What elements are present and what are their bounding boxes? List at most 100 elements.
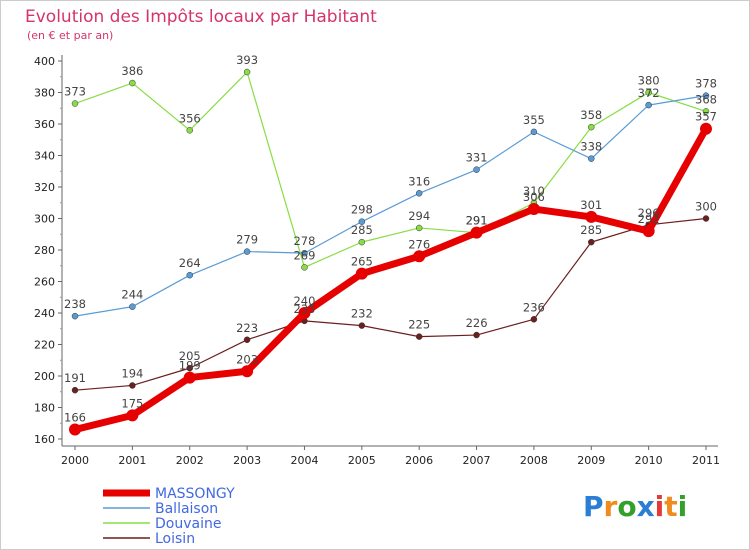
data-label-douvaine: 368 xyxy=(695,92,717,106)
data-label-ballaison: 331 xyxy=(466,151,488,165)
y-tick-label: 320 xyxy=(34,181,55,194)
data-label-douvaine: 310 xyxy=(523,184,545,198)
logo-letter: x xyxy=(637,490,655,523)
data-label-loisin: 236 xyxy=(523,300,545,314)
point-douvaine xyxy=(415,224,423,232)
data-label-massongy: 166 xyxy=(64,411,86,425)
data-label-ballaison: 298 xyxy=(351,203,373,217)
data-label-douvaine: 386 xyxy=(121,64,143,78)
data-labels-group: 191 194 205 223 235 232 225 226 236 285 296 300 373 3… xyxy=(64,53,717,425)
data-label-loisin: 300 xyxy=(695,200,717,214)
point-massongy xyxy=(126,409,139,422)
data-label-loisin: 285 xyxy=(580,223,602,237)
data-label-douvaine: 380 xyxy=(638,74,660,88)
x-tick-label: 2010 xyxy=(635,454,663,467)
point-massongy xyxy=(241,365,254,378)
y-tick-label: 260 xyxy=(34,276,55,289)
data-label-ballaison: 355 xyxy=(523,113,545,127)
data-label-ballaison: 372 xyxy=(638,86,660,100)
data-label-massongy: 292 xyxy=(638,212,660,226)
y-tick-label: 300 xyxy=(34,213,55,226)
data-label-loisin: 225 xyxy=(408,318,430,332)
data-label-loisin: 235 xyxy=(293,302,315,316)
legend-label-douvaine: Douvaine xyxy=(155,516,221,532)
logo-letter: P xyxy=(583,490,604,523)
point-loisin xyxy=(129,382,136,389)
point-douvaine xyxy=(186,127,193,134)
point-ballaison xyxy=(702,92,710,99)
data-label-massongy: 291 xyxy=(466,214,488,228)
chart-subtitle: (en € et par an) xyxy=(27,29,113,42)
data-label-loisin: 223 xyxy=(236,321,258,335)
y-tick-label: 220 xyxy=(34,339,55,352)
point-loisin xyxy=(588,238,595,246)
logo-letter: r xyxy=(604,490,618,523)
data-label-ballaison: 238 xyxy=(64,297,86,311)
point-douvaine xyxy=(588,123,595,131)
point-loisin xyxy=(358,322,366,329)
point-massongy xyxy=(413,250,426,263)
point-ballaison xyxy=(129,303,136,310)
point-massongy xyxy=(700,122,712,135)
data-label-loisin: 194 xyxy=(121,366,143,380)
x-tick-label: 2002 xyxy=(176,454,204,467)
point-ballaison xyxy=(530,128,538,136)
y-tick-label: 400 xyxy=(34,55,55,68)
logo-letter: i xyxy=(678,490,688,523)
data-label-ballaison: 264 xyxy=(179,256,201,270)
y-tick-label: 340 xyxy=(34,150,55,163)
point-ballaison xyxy=(186,271,193,279)
legend-label-massongy: MASSONGY xyxy=(155,486,235,502)
data-label-massongy: 175 xyxy=(121,396,143,410)
series-group xyxy=(69,68,712,436)
series-line-loisin xyxy=(74,217,707,391)
point-loisin xyxy=(186,364,193,372)
x-tick-label: 2006 xyxy=(405,454,433,467)
logo-letter: i xyxy=(655,490,665,523)
data-label-ballaison: 316 xyxy=(408,174,430,188)
point-ballaison xyxy=(645,101,652,109)
point-ballaison xyxy=(588,155,595,162)
point-massongy xyxy=(183,371,196,384)
data-label-douvaine: 294 xyxy=(408,209,430,223)
legend-label-loisin: Loisin xyxy=(155,531,195,547)
series-line-douvaine xyxy=(74,71,707,268)
point-douvaine xyxy=(358,238,366,246)
point-ballaison xyxy=(301,249,308,257)
point-loisin xyxy=(530,316,538,323)
point-loisin xyxy=(71,386,79,394)
proxiti-logo: Proxiti xyxy=(583,490,687,523)
point-massongy xyxy=(69,423,81,436)
data-label-douvaine: 356 xyxy=(179,111,201,125)
y-tick-label: 180 xyxy=(34,402,55,415)
x-tick-label: 2000 xyxy=(61,454,89,467)
data-label-douvaine: 285 xyxy=(351,223,373,237)
data-label-loisin: 191 xyxy=(64,371,86,385)
data-label-massongy: 357 xyxy=(695,110,717,124)
point-massongy xyxy=(642,225,655,238)
point-loisin xyxy=(473,331,480,339)
data-label-douvaine: 393 xyxy=(236,53,258,67)
point-douvaine xyxy=(129,79,136,87)
data-label-ballaison: 279 xyxy=(236,233,258,247)
data-label-ballaison: 378 xyxy=(695,77,717,91)
y-tick-label: 360 xyxy=(34,118,55,131)
point-massongy xyxy=(527,203,540,216)
data-label-loisin: 232 xyxy=(351,307,373,321)
data-label-massongy: 276 xyxy=(408,237,430,251)
data-label-loisin: 296 xyxy=(638,206,660,220)
x-tick-label: 2007 xyxy=(463,454,491,467)
data-label-ballaison: 244 xyxy=(121,288,143,302)
data-label-massongy: 240 xyxy=(293,294,315,308)
logo-letter: o xyxy=(617,490,636,523)
x-tick-label: 2001 xyxy=(118,454,146,467)
data-label-massongy: 301 xyxy=(580,198,602,212)
data-label-massongy: 199 xyxy=(179,359,201,373)
chart-title: Evolution des Impôts locaux par Habitant xyxy=(25,7,377,27)
point-ballaison xyxy=(71,312,79,320)
legend-label-ballaison: Ballaison xyxy=(155,501,218,517)
data-label-douvaine: 291 xyxy=(466,214,488,228)
logo-letter: t xyxy=(664,490,677,523)
point-loisin xyxy=(415,333,423,340)
